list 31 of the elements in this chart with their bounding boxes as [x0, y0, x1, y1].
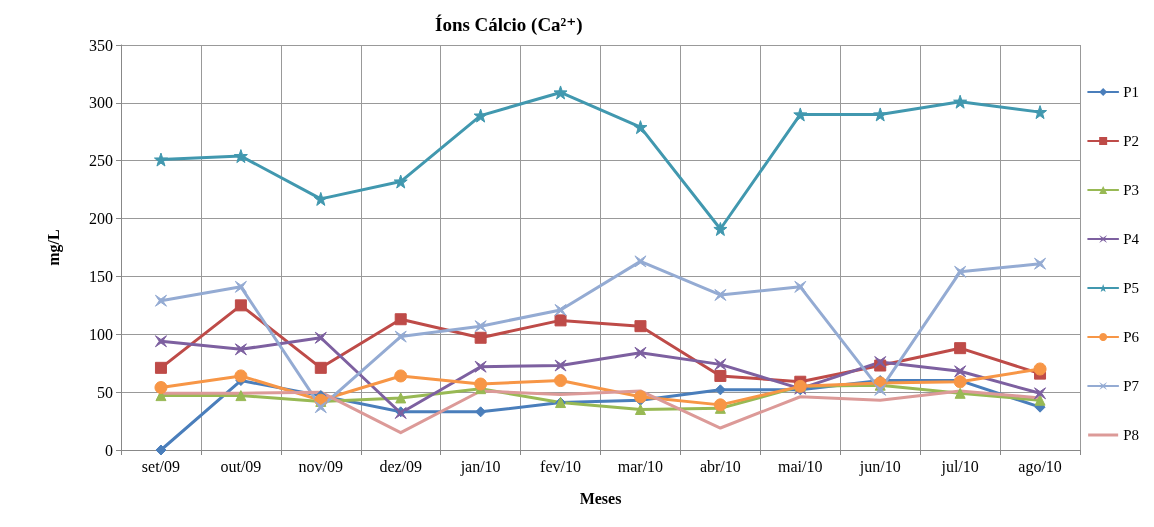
legend-label: P3	[1123, 182, 1139, 198]
x-tick-label: jan/10	[459, 457, 501, 476]
legend-label: P2	[1123, 133, 1139, 149]
legend-label: P1	[1123, 84, 1139, 100]
y-tick-label: 350	[89, 36, 113, 54]
y-tick-label: 0	[105, 441, 113, 459]
x-tick-label: set/09	[141, 457, 181, 475]
y-tick-label: 150	[89, 267, 113, 285]
x-tick-label: abr/10	[699, 457, 741, 475]
legend-label: P5	[1123, 280, 1139, 296]
y-axis-title: mg/L	[44, 229, 63, 266]
y-tick-label: 200	[89, 210, 113, 228]
legend-label: P7	[1123, 378, 1140, 394]
x-tick-label: jul/10	[940, 457, 979, 476]
x-tick-label: nov/09	[298, 457, 344, 475]
legend-label: P6	[1123, 329, 1140, 345]
x-tick-label: fev/10	[540, 457, 581, 475]
legend-label: P8	[1123, 427, 1139, 443]
x-tick-label: mai/10	[778, 457, 823, 475]
x-tick-label: ago/10	[1018, 457, 1062, 476]
y-tick-label: 300	[89, 94, 113, 112]
x-tick-label: dez/09	[379, 457, 423, 475]
x-tick-label: mar/10	[617, 457, 664, 475]
x-tick-label: jun/10	[858, 457, 901, 476]
x-tick-label: out/09	[220, 457, 262, 475]
y-tick-label: 100	[89, 325, 113, 343]
x-axis-title: Meses	[579, 489, 622, 507]
chart-title: Íons Cálcio (Ca²⁺)	[435, 14, 583, 36]
y-tick-label: 50	[97, 383, 113, 401]
y-tick-label: 250	[89, 152, 113, 170]
legend-label: P4	[1123, 231, 1140, 247]
